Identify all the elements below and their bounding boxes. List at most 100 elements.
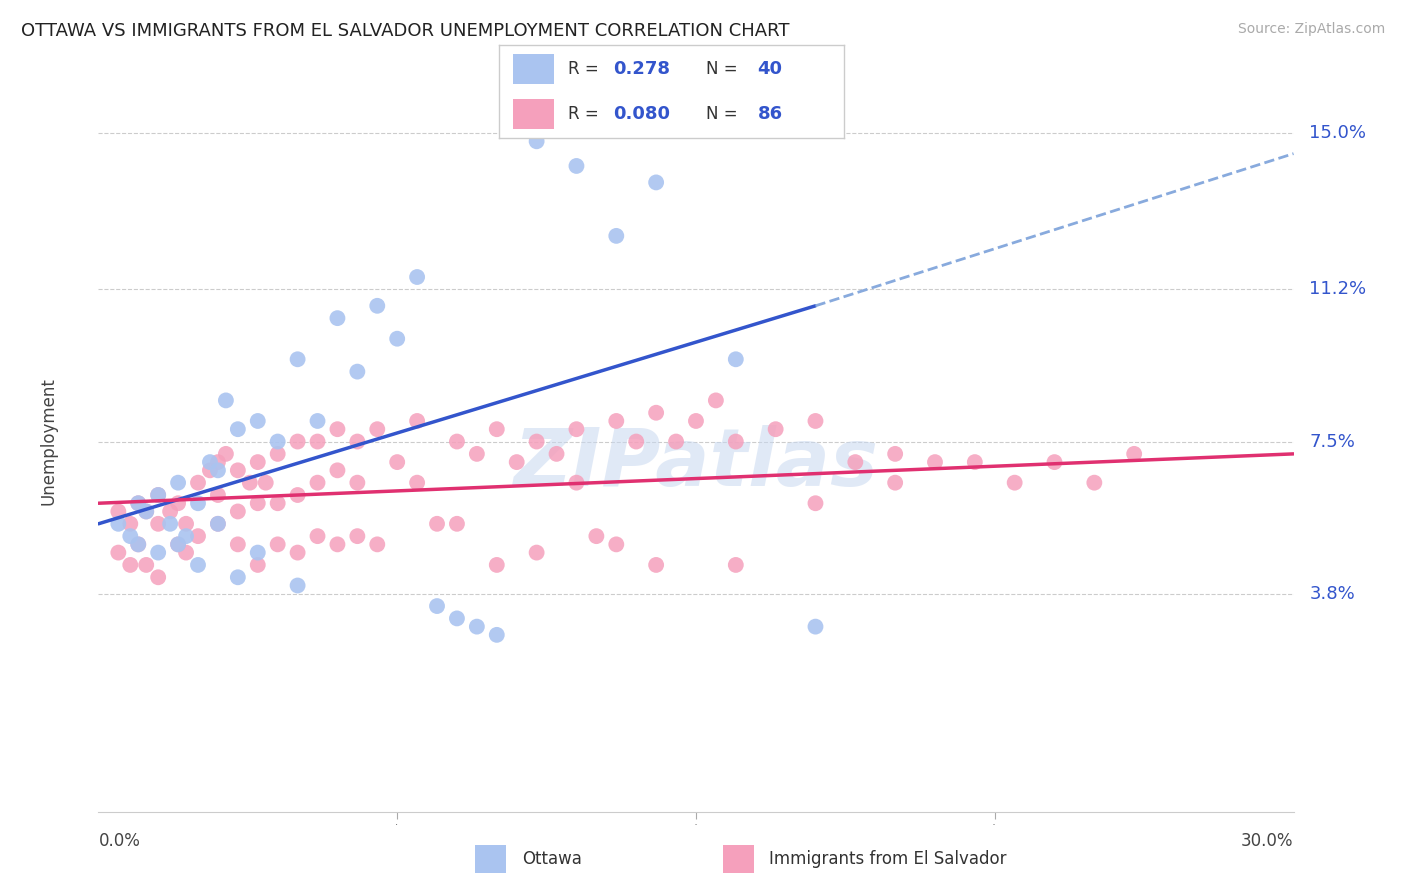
Point	[120, 529, 142, 543]
Point	[446, 516, 468, 531]
Point	[207, 488, 229, 502]
Point	[565, 422, 588, 436]
Point	[446, 434, 468, 449]
Point	[605, 228, 627, 243]
Point	[585, 529, 607, 543]
Point	[385, 455, 409, 469]
Point	[246, 496, 269, 510]
Point	[446, 611, 468, 625]
Point	[485, 422, 508, 436]
Text: Immigrants from El Salvador: Immigrants from El Salvador	[769, 849, 1007, 868]
FancyBboxPatch shape	[513, 54, 554, 84]
Point	[127, 537, 149, 551]
Point	[326, 311, 349, 326]
Text: Unemployment: Unemployment	[39, 377, 58, 506]
Point	[366, 422, 388, 436]
Point	[174, 516, 197, 531]
Point	[148, 488, 170, 502]
Point	[426, 599, 449, 613]
Point	[267, 496, 290, 510]
Point	[406, 270, 429, 285]
Point	[107, 516, 129, 531]
Point	[246, 414, 269, 428]
Point	[526, 546, 548, 560]
Point	[565, 159, 588, 173]
Point	[226, 570, 249, 584]
Text: R =: R =	[568, 105, 609, 123]
Point	[198, 455, 221, 469]
Point	[207, 516, 229, 531]
Point	[346, 529, 368, 543]
Point	[645, 558, 668, 572]
Point	[127, 496, 149, 510]
Point	[924, 455, 946, 469]
Point	[187, 496, 209, 510]
Point	[665, 434, 688, 449]
Point	[107, 504, 129, 518]
Point	[465, 620, 488, 634]
Point	[167, 537, 190, 551]
Point	[724, 558, 747, 572]
Point	[159, 504, 181, 518]
Point	[765, 422, 787, 436]
FancyBboxPatch shape	[475, 845, 506, 872]
Point	[406, 414, 429, 428]
Point	[605, 537, 627, 551]
Point	[804, 496, 827, 510]
Point	[287, 488, 309, 502]
Text: 7.5%: 7.5%	[1309, 433, 1355, 450]
Point	[187, 529, 209, 543]
Point	[366, 537, 388, 551]
Text: R =: R =	[568, 60, 609, 78]
Point	[704, 393, 727, 408]
Point	[167, 496, 190, 510]
Point	[724, 434, 747, 449]
Text: N =: N =	[706, 105, 742, 123]
Point	[267, 434, 290, 449]
Point	[287, 352, 309, 367]
Point	[167, 475, 190, 490]
Point	[267, 447, 290, 461]
Point	[526, 434, 548, 449]
Text: 40: 40	[758, 60, 783, 78]
Point	[565, 475, 588, 490]
Point	[198, 463, 221, 477]
Point	[174, 546, 197, 560]
Text: 0.278: 0.278	[613, 60, 669, 78]
Point	[724, 352, 747, 367]
Point	[485, 628, 508, 642]
Text: 30.0%: 30.0%	[1241, 832, 1294, 850]
Point	[307, 475, 329, 490]
Point	[485, 558, 508, 572]
Point	[148, 546, 170, 560]
Point	[326, 463, 349, 477]
Point	[307, 434, 329, 449]
Text: 0.0%: 0.0%	[98, 832, 141, 850]
Point	[366, 299, 388, 313]
Point	[148, 488, 170, 502]
Point	[385, 332, 409, 346]
Point	[120, 516, 142, 531]
Point	[215, 393, 238, 408]
Point	[645, 406, 668, 420]
Text: 3.8%: 3.8%	[1309, 585, 1355, 603]
Point	[135, 504, 157, 518]
Point	[326, 422, 349, 436]
Point	[546, 447, 568, 461]
Point	[226, 463, 249, 477]
Point	[215, 447, 238, 461]
Point	[267, 537, 290, 551]
Point	[207, 516, 229, 531]
Point	[167, 537, 190, 551]
Text: OTTAWA VS IMMIGRANTS FROM EL SALVADOR UNEMPLOYMENT CORRELATION CHART: OTTAWA VS IMMIGRANTS FROM EL SALVADOR UN…	[21, 22, 790, 40]
Point	[226, 504, 249, 518]
Point	[254, 475, 277, 490]
Text: 86: 86	[758, 105, 783, 123]
Point	[1083, 475, 1105, 490]
Point	[626, 434, 648, 449]
Point	[187, 558, 209, 572]
Point	[287, 434, 309, 449]
Point	[226, 537, 249, 551]
Point	[159, 516, 181, 531]
Point	[346, 365, 368, 379]
